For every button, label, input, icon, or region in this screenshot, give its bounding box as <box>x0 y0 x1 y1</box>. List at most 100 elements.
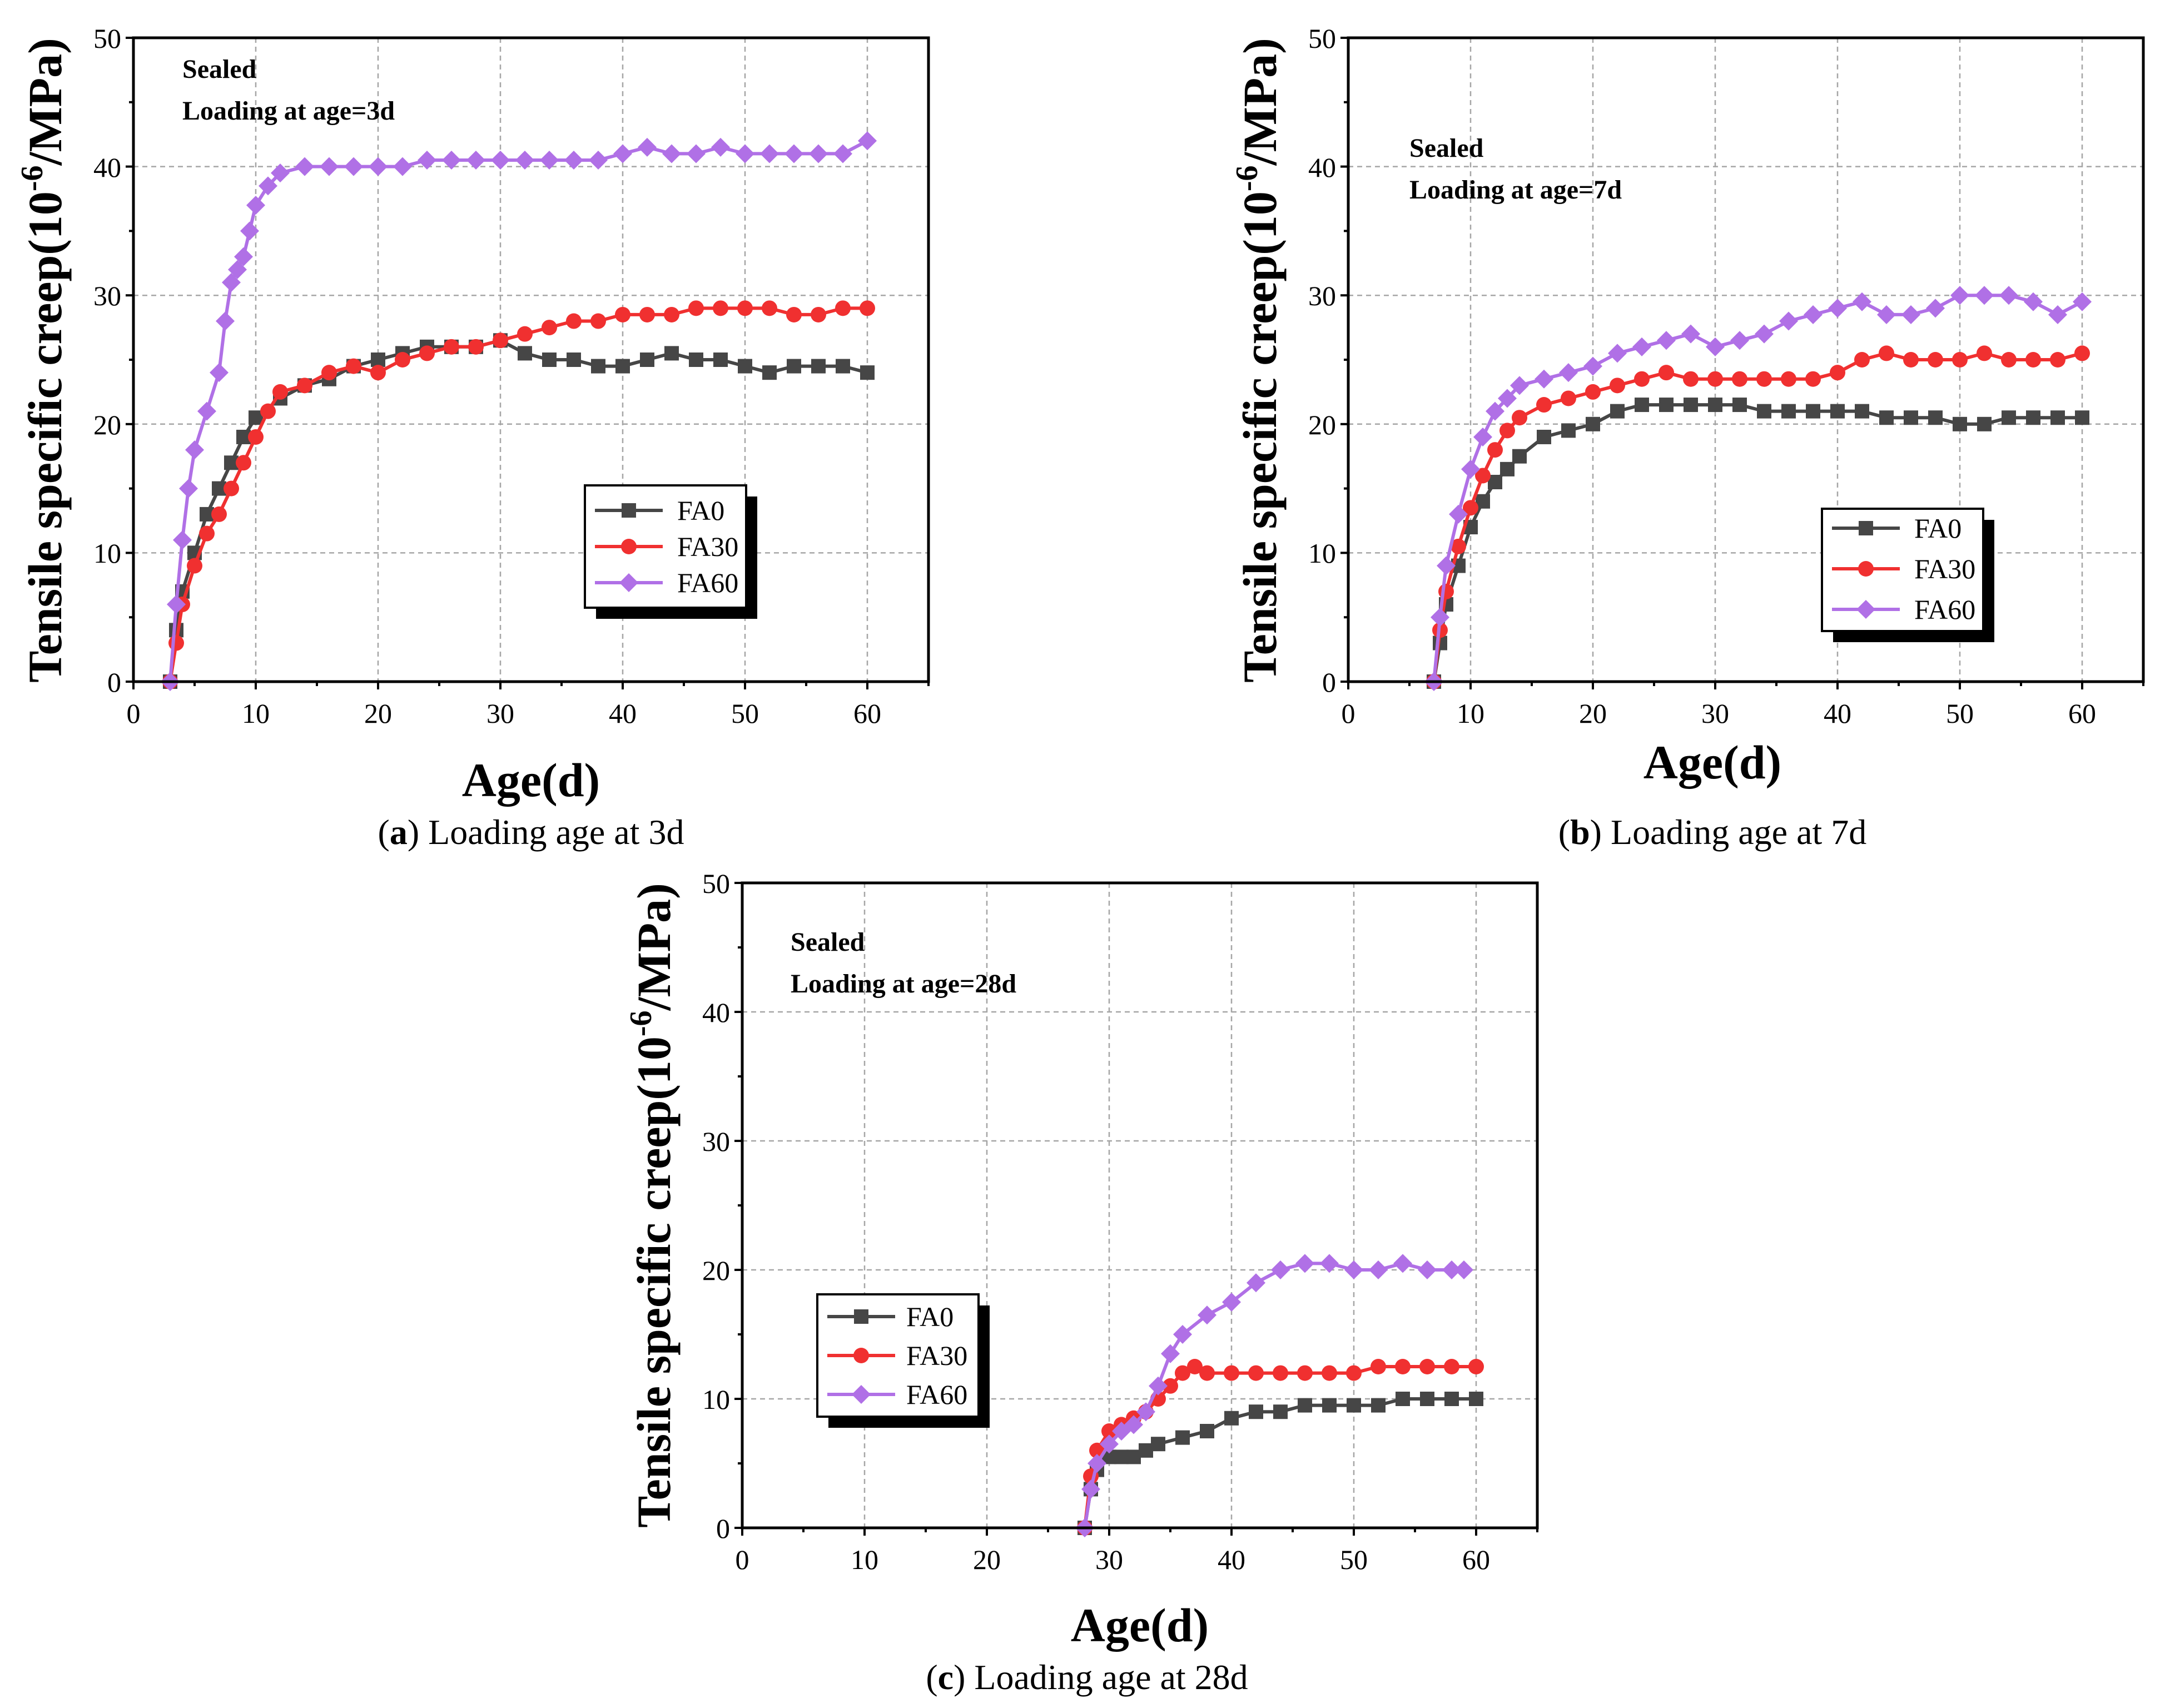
data-point-fa30 <box>1903 352 1919 368</box>
data-point-fa60 <box>1877 305 1896 324</box>
data-point-fa0 <box>371 352 385 367</box>
data-point-fa0 <box>1469 1392 1483 1406</box>
panel-a-legend: FA0 FA30 FA60 <box>584 484 757 619</box>
legend-marker-fa60 <box>852 1385 871 1404</box>
data-point-fa60 <box>179 479 198 498</box>
data-point-fa30 <box>236 455 251 471</box>
panel-c-x-axis-label: Age(d) <box>1071 1598 1209 1652</box>
data-point-fa60 <box>1681 324 1700 344</box>
data-point-fa60 <box>1583 356 1602 376</box>
data-point-fa0 <box>1420 1392 1434 1406</box>
data-point-fa30 <box>1371 1359 1386 1374</box>
data-point-fa30 <box>811 306 826 322</box>
y-tick-label: 0 <box>1322 667 1336 698</box>
data-point-fa60 <box>1454 1260 1473 1279</box>
panel-c-x-tick-labels: 0 10 20 30 40 50 60 <box>736 1544 1491 1575</box>
data-point-fa60 <box>1431 608 1449 627</box>
data-point-fa60 <box>1100 1434 1119 1454</box>
data-point-fa30 <box>2001 352 2017 368</box>
data-point-fa30 <box>1199 1365 1215 1381</box>
data-point-fa30 <box>1977 345 1992 361</box>
data-point-fa0 <box>689 352 703 367</box>
panel-b-annotation-line1: Sealed <box>1409 133 1484 163</box>
y-tick-label: 40 <box>702 997 730 1028</box>
data-point-fa30 <box>346 358 361 374</box>
x-tick-label: 30 <box>1095 1544 1123 1575</box>
legend-label-fa0: FA0 <box>906 1301 954 1332</box>
data-point-fa30 <box>566 313 582 329</box>
legend-label-fa30: FA30 <box>906 1340 967 1371</box>
data-point-fa30 <box>1163 1378 1178 1394</box>
data-point-fa60 <box>344 157 363 176</box>
data-point-fa60 <box>1706 337 1725 356</box>
panel-b-annotation-line2: Loading at age=7d <box>1409 175 1622 205</box>
y-tick-label: 10 <box>1308 538 1336 569</box>
data-point-fa0 <box>2075 410 2089 425</box>
panel-c-caption: (c) Loading age at 28d <box>926 1657 1248 1697</box>
data-point-fa0 <box>1757 404 1771 419</box>
x-tick-label: 0 <box>736 1544 749 1575</box>
data-point-fa30 <box>1322 1365 1337 1381</box>
panel-a-y-tick-labels: 0 10 20 30 40 50 <box>93 23 121 698</box>
y-tick-label: 10 <box>93 538 121 569</box>
data-point-fa30 <box>1175 1365 1190 1381</box>
data-point-fa30 <box>664 306 679 322</box>
y-tick-label: 30 <box>1308 280 1336 311</box>
data-point-fa0 <box>1444 1392 1459 1406</box>
data-point-fa60 <box>1320 1254 1339 1273</box>
legend-marker-fa30 <box>621 539 637 554</box>
data-point-fa60 <box>1486 401 1504 421</box>
x-tick-label: 50 <box>731 698 759 729</box>
data-point-fa60 <box>1950 286 1969 305</box>
data-point-fa30 <box>224 480 239 496</box>
legend-label-fa0: FA0 <box>677 495 724 526</box>
data-point-fa60 <box>222 273 241 292</box>
data-point-fa0 <box>1298 1398 1312 1413</box>
data-point-fa60 <box>858 131 877 151</box>
data-point-fa30 <box>1707 371 1723 387</box>
data-point-fa30 <box>1463 500 1478 516</box>
data-point-fa60 <box>1437 556 1456 575</box>
data-point-fa30 <box>1512 410 1527 426</box>
data-point-fa30 <box>395 352 410 368</box>
data-point-fa30 <box>1585 384 1601 400</box>
data-point-fa60 <box>1853 292 1871 311</box>
data-point-fa30 <box>1830 365 1845 381</box>
data-point-fa0 <box>1126 1449 1141 1464</box>
panel-b-caption: (b) Loading age at 7d <box>1558 812 1867 852</box>
data-point-fa30 <box>688 300 704 316</box>
data-point-fa30 <box>786 306 802 322</box>
data-point-fa60 <box>1161 1344 1180 1363</box>
data-point-fa60 <box>1442 1260 1461 1279</box>
data-point-fa60 <box>540 151 559 170</box>
data-point-fa0 <box>1830 404 1845 419</box>
legend-label-fa30: FA30 <box>1914 553 1975 584</box>
data-point-fa60 <box>320 157 339 176</box>
panel-c-annotation-line2: Loading at age=28d <box>791 969 1016 999</box>
panel-b-legend: FA0 FA30 FA60 <box>1821 508 1994 642</box>
data-point-fa60 <box>1657 331 1676 350</box>
data-point-fa0 <box>1855 404 1869 419</box>
data-point-fa60 <box>1755 324 1774 344</box>
data-point-fa60 <box>1088 1454 1106 1473</box>
series-line-fa60 <box>1083 1262 1464 1528</box>
data-point-fa30 <box>1928 352 1943 368</box>
data-point-fa60 <box>564 151 583 170</box>
panel-b-ticks <box>1340 37 2144 689</box>
data-point-fa60 <box>711 137 730 157</box>
data-point-fa60 <box>2048 305 2067 324</box>
x-tick-label: 20 <box>364 698 392 729</box>
data-point-fa30 <box>1854 352 1870 368</box>
data-point-fa30 <box>1273 1365 1288 1381</box>
data-point-fa30 <box>590 313 606 329</box>
data-point-fa0 <box>1114 1449 1129 1464</box>
x-tick-label: 60 <box>2068 698 2096 729</box>
panel-a-y-axis-label: Tensile specific creep(10-6/MPa) <box>15 38 72 683</box>
x-tick-label: 40 <box>609 698 637 729</box>
data-point-fa30 <box>211 506 227 522</box>
data-point-fa60 <box>246 196 265 215</box>
x-tick-label: 50 <box>1340 1544 1368 1575</box>
data-point-fa60 <box>613 144 632 163</box>
legend-label-fa60: FA60 <box>677 567 738 598</box>
